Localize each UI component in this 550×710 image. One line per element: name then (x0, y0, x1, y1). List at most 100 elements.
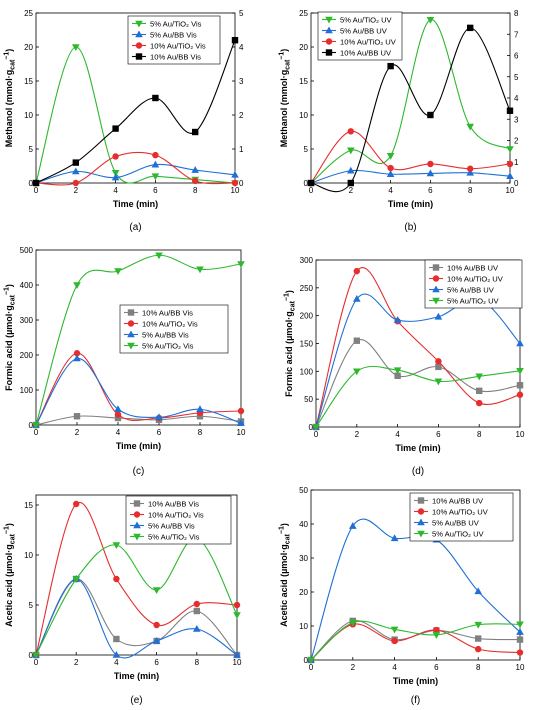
legend-entry: 10% Au/BB Vis (142, 309, 193, 318)
legend-entry: 10% Au/BB Vis (150, 53, 201, 62)
x-tick-label: 0 (314, 430, 319, 439)
data-point (73, 413, 81, 420)
data-point (191, 166, 199, 173)
y-tick-label: 20 (299, 43, 308, 52)
plot-frame (35, 12, 236, 184)
y-tick-label: 10 (24, 551, 33, 560)
data-point (393, 316, 402, 323)
data-point (427, 111, 434, 119)
data-point (114, 405, 122, 413)
data-point (466, 168, 474, 176)
data-point (347, 128, 354, 135)
data-point (474, 621, 482, 629)
data-point (476, 387, 483, 395)
legend-marker (432, 275, 440, 282)
legend-entry: 5% Au/TiO₂ UV (432, 530, 485, 539)
y-axis-label: Acetic acid (µmol·gcat−1) (4, 523, 17, 627)
x-tick-label: 4 (116, 428, 121, 437)
series-4 (307, 24, 514, 193)
data-point (32, 179, 40, 187)
series-4 (32, 252, 245, 429)
legend-entry: 5% Au/BB Vis (142, 331, 189, 340)
legend-entry: 5% Au/TiO₂ UV (447, 297, 500, 306)
chart-panel-e: 0 2 4 6 8 10 0 5 10 15 Time (min) Acetic acid (µmol… (4, 494, 242, 706)
data-point (426, 17, 435, 24)
legend-entry: 10% Au/TiO₂ Vis (148, 511, 204, 520)
x-tick-label: 4 (392, 663, 397, 672)
series-4 (307, 619, 524, 664)
legend-marker (417, 530, 425, 538)
data-point (506, 160, 514, 168)
x-tick-label: 6 (436, 430, 441, 439)
y2-tick-label: 0 (239, 179, 244, 188)
x-tick-label: 2 (74, 186, 79, 195)
x-tick-label: 10 (506, 186, 515, 195)
data-point (155, 252, 163, 260)
data-point (233, 612, 241, 619)
series-3 (312, 293, 524, 430)
data-point (73, 500, 80, 508)
x-axis-label: Time (min) (388, 199, 433, 209)
y2-tick-label: 5 (239, 9, 244, 18)
legend-marker (325, 16, 333, 24)
y-axis-label: Formic acid (µmol·gcat−1) (284, 290, 297, 397)
legend-marker (133, 521, 141, 529)
series-3 (32, 151, 239, 187)
y-tick-label: 15 (299, 77, 308, 86)
data-point (112, 153, 119, 160)
x-tick-label: 4 (113, 186, 118, 195)
data-point (516, 367, 524, 375)
data-point (113, 635, 120, 643)
data-point (112, 125, 119, 132)
series-line (35, 46, 236, 184)
series-line (35, 537, 238, 656)
data-point (113, 575, 120, 583)
data-point (353, 337, 360, 344)
y-tick-label: 0 (29, 179, 34, 188)
legend-entry: 5% Au/BB UV (432, 519, 480, 528)
data-point (467, 24, 474, 32)
data-point (312, 424, 320, 431)
data-point (192, 177, 199, 185)
y2-tick-label: 8 (514, 9, 519, 18)
data-point (152, 587, 161, 594)
data-point (233, 601, 241, 609)
x-tick-label: 2 (351, 663, 356, 672)
legend-entry: 5% Au/TiO₂ Vis (142, 342, 194, 351)
legend-entry: 10% Au/BB UV (447, 264, 499, 273)
y-tick-label: 40 (299, 520, 308, 529)
legend-marker (417, 497, 425, 504)
y2-tick-label: 7 (514, 30, 519, 39)
data-point (193, 625, 201, 632)
y-axis-label: Methanol (mmol·gcat−1) (279, 49, 292, 148)
legend-entry: 10% Au/TiO₂ UV (447, 275, 504, 284)
legend-entry: 5% Au/BB UV (447, 286, 495, 295)
data-point (151, 160, 160, 168)
data-point (391, 637, 398, 645)
legend-entry: 10% Au/TiO₂ UV (432, 508, 489, 517)
legend-marker (127, 330, 135, 338)
y-axis-label: Formic acid (µmol·gcat−1) (4, 284, 17, 391)
data-point (427, 160, 434, 168)
data-point (435, 358, 442, 365)
series-4 (32, 535, 241, 659)
y-axis-label: Acetic acid (µmol·gcat−1) (279, 523, 292, 627)
legend-marker (325, 38, 333, 45)
series-line (35, 163, 236, 184)
legend-marker (135, 30, 143, 38)
y-tick-label: 300 (300, 256, 314, 265)
y-tick-label: 10 (24, 111, 33, 120)
data-point (72, 159, 79, 166)
x-tick-label: 6 (157, 428, 162, 437)
data-point (196, 413, 204, 420)
y-tick-label: 200 (300, 312, 314, 321)
data-point (73, 354, 81, 362)
legend: 10% Au/BB Vis 10% Au/TiO₂ Vis 5% Au/BB Vis… (119, 304, 229, 354)
data-point (72, 167, 80, 175)
y-tick-label: 0 (304, 656, 309, 665)
y2-tick-label: 1 (514, 158, 519, 167)
y-tick-label: 50 (304, 395, 313, 404)
series-1 (307, 617, 524, 664)
data-point (353, 368, 361, 376)
